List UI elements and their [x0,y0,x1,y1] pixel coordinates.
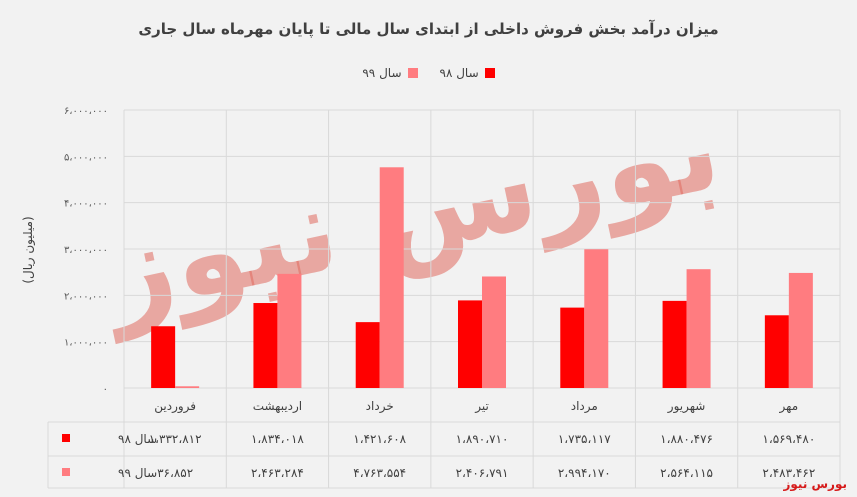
data-label: ۱،۸۳۴،۰۱۸ [251,432,304,446]
y-tick-label: ۱،۰۰۰،۰۰۰ [64,338,108,349]
bar-98 [253,303,278,388]
legend-label-99: سال ۹۹ [362,66,402,80]
legend-swatch-99 [407,68,418,78]
bar-98 [355,322,380,388]
legend-label-98: سال ۹۸ [439,66,479,80]
legend-item-99: سال ۹۹ [362,66,418,80]
x-tick-label: اردیبهشت [253,399,302,414]
y-tick-label: ۲،۰۰۰،۰۰۰ [64,291,108,302]
data-label: ۱،۸۸۰،۴۷۶ [660,432,713,446]
y-tick-label: ۳،۰۰۰،۰۰۰ [64,245,108,256]
bar-99 [584,249,609,388]
y-tick-label: ۵،۰۰۰،۰۰۰ [64,152,108,163]
bar-99 [379,167,404,388]
data-label: ۲،۴۶۳،۲۸۴ [251,466,304,480]
bar-99 [482,276,506,388]
x-tick-label: فروردین [154,399,196,414]
data-label: ۱،۵۶۹،۴۸۰ [762,432,815,446]
bar-99 [277,273,302,388]
bar-99 [686,269,711,388]
x-tick-label: مرداد [571,399,598,414]
legend-swatch-98 [484,68,495,78]
data-label: ۲،۵۶۴،۱۱۵ [660,466,713,480]
y-tick-label: ۶،۰۰۰،۰۰۰ [64,106,108,117]
data-label: ۱،۸۹۰،۷۱۰ [456,432,509,446]
data-label: ۲،۴۰۶،۷۹۱ [456,466,509,480]
bar-99 [788,272,813,388]
x-tick-label: مهر [779,399,799,414]
data-label: ۱،۴۲۱،۶۰۸ [353,432,406,446]
chart-title: میزان درآمد بخش فروش داخلی از ابتدای سال… [138,20,719,38]
data-label: ۴،۷۶۳،۵۵۴ [353,466,406,480]
y-tick-label: ۰ [103,384,108,395]
x-tick-label: شهریور [667,399,706,414]
bar-98 [151,326,176,388]
table-legend-swatch-98 [62,434,70,442]
data-label: ۲،۹۹۴،۱۷۰ [558,466,611,480]
data-label: ۳۶،۸۵۲ [157,466,193,480]
brand-logo: بورس نیوز [783,477,847,491]
chart-legend: سال ۹۸ سال ۹۹ [0,66,857,80]
x-tick-label: تیر [474,399,489,414]
table-legend-swatch-99 [62,468,70,476]
bar-98 [458,300,482,388]
y-tick-label: ۴،۰۰۰،۰۰۰ [64,199,108,210]
y-axis-label: (میلیون ریال) [21,216,35,284]
bar-98 [560,307,585,388]
data-label: ۱،۳۳۲،۸۱۲ [149,432,202,446]
watermark: بورس نیوز [87,77,732,344]
bar-98 [662,300,687,388]
bar-98 [764,315,789,388]
table-series-label-98: سال ۹۸ [118,432,157,446]
legend-item-98: سال ۹۸ [440,66,495,80]
data-label: ۱،۷۳۵،۱۱۷ [558,432,611,446]
x-tick-label: خرداد [366,399,394,414]
table-series-label-99: سال ۹۹ [118,466,157,480]
bar-99 [175,386,200,388]
